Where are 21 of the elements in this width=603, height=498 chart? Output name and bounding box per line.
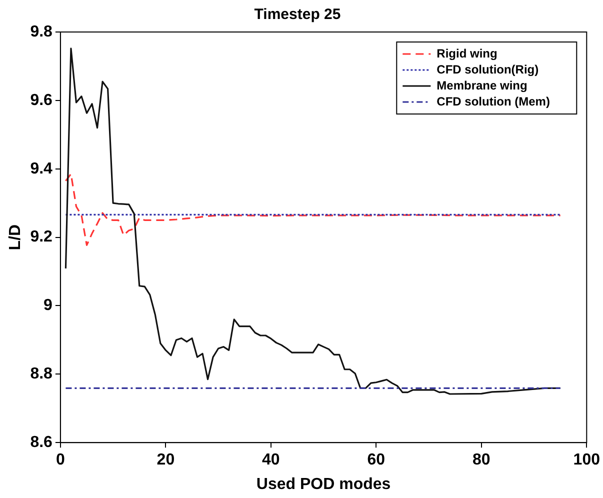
y-tick-label: 9.4: [30, 160, 53, 178]
x-tick-label: 100: [573, 452, 600, 469]
y-tick-label: 8.8: [30, 366, 53, 383]
x-tick-label: 80: [472, 452, 490, 469]
line-series: [64, 173, 562, 246]
legend-label: CFD solution (Mem): [436, 94, 550, 108]
y-axis-title: L/D: [7, 224, 24, 250]
x-tick-label: 20: [156, 452, 175, 469]
chart-title: Timestep 25: [254, 6, 341, 24]
legend-label: CFD solution(Rig): [436, 62, 539, 76]
legend-label: Rigid wing: [436, 46, 498, 60]
x-tick-label: 60: [367, 452, 386, 469]
y-tick-label: 8.6: [30, 434, 53, 452]
x-axis-title: Used POD modes: [256, 476, 391, 493]
legend-label: Membrane wing: [436, 78, 528, 92]
y-tick-label: 9.6: [30, 92, 53, 109]
x-tick-label: 0: [56, 452, 65, 469]
y-tick-label: 9.2: [30, 228, 53, 246]
y-tick-label: 9: [44, 297, 53, 314]
x-tick-label: 40: [262, 452, 280, 469]
y-tick-label: 9.8: [30, 23, 53, 40]
